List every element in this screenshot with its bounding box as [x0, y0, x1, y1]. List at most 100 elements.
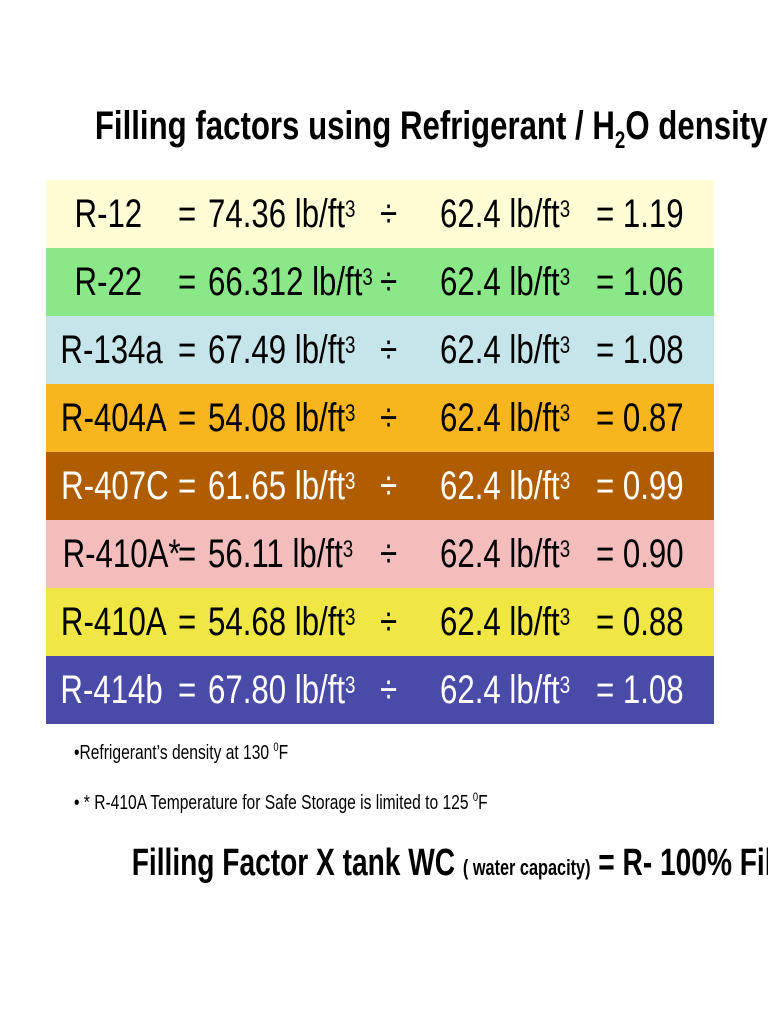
unit: lb/ft [509, 328, 560, 372]
density-value: 66.312 [208, 260, 304, 304]
note-unit: F [478, 792, 488, 814]
equals-sign: = [178, 396, 201, 440]
refrigerant-density: 67.49 lb/ft3 [208, 328, 397, 372]
unit: lb/ft [509, 532, 560, 576]
equals-text: = [178, 396, 197, 440]
water-density: 62.4 lb/ft3 [440, 328, 607, 372]
result-text: = 0.90 [596, 532, 684, 576]
unit-exponent: 3 [362, 264, 373, 291]
formula-small-text: ( water capacity) [462, 855, 591, 880]
divide-sign: ÷ [380, 328, 402, 372]
refrigerant-name-text: R-404A [60, 396, 167, 440]
unit: lb/ft [509, 260, 560, 304]
refrigerant-density: 74.36 lb/ft3 [208, 192, 397, 236]
refrigerant-name: R-410A* [46, 532, 181, 576]
divide-text: ÷ [380, 464, 398, 508]
divide-sign: ÷ [380, 668, 402, 712]
divide-sign: ÷ [380, 464, 402, 508]
unit: lb/ft [294, 328, 346, 372]
filling-factor-table: R-12 = 74.36 lb/ft3 ÷ 62.4 lb/ft3 = 1.19 R-22 =… [46, 180, 714, 724]
density-value: 54.08 [208, 396, 287, 440]
table-row: R-12 = 74.36 lb/ft3 ÷ 62.4 lb/ft3 = 1.19 [46, 180, 714, 248]
unit-exponent: 3 [559, 400, 571, 427]
water-density-value: 62.4 [440, 396, 501, 440]
water-density: 62.4 lb/ft3 [440, 260, 607, 304]
equals-text: = [178, 328, 197, 372]
equals-text: = [178, 600, 197, 644]
divide-text: ÷ [380, 668, 398, 712]
water-density-value: 62.4 [440, 668, 501, 712]
density-value: 54.68 [208, 600, 287, 644]
unit-exponent: 3 [559, 196, 571, 223]
filling-factor-result: = 0.87 [596, 396, 708, 440]
table-row: R-407C = 61.65 lb/ft3 ÷ 62.4 lb/ft3 = 0.99 [46, 452, 714, 520]
unit-exponent: 3 [559, 468, 571, 495]
table-row: R-414b = 67.80 lb/ft3 ÷ 62.4 lb/ft3 = 1.08 [46, 656, 714, 724]
result-text: = 0.87 [596, 396, 684, 440]
divide-text: ÷ [380, 260, 398, 304]
refrigerant-density: 54.68 lb/ft3 [208, 600, 397, 644]
title-subscript: 2 [614, 127, 626, 154]
unit-exponent: 3 [559, 604, 571, 631]
divide-text: ÷ [380, 532, 398, 576]
result-text: = 0.99 [596, 464, 684, 508]
water-density-value: 62.4 [440, 328, 501, 372]
refrigerant-density: 54.08 lb/ft3 [208, 396, 397, 440]
unit: lb/ft [509, 192, 560, 236]
unit-exponent: 3 [345, 672, 356, 699]
divide-sign: ÷ [380, 260, 402, 304]
equals-sign: = [178, 532, 201, 576]
refrigerant-name: R-407C [46, 464, 170, 508]
unit: lb/ft [312, 260, 363, 304]
equals-text: = [178, 260, 197, 304]
filling-factor-result: = 0.88 [596, 600, 708, 644]
filling-factor-result: = 1.08 [596, 328, 708, 372]
unit-exponent: 3 [345, 400, 356, 427]
refrigerant-density: 66.312 lb/ft3 [208, 260, 419, 304]
unit-exponent: 3 [345, 332, 356, 359]
density-value: 56.11 [208, 532, 284, 576]
filling-factor-result: = 1.19 [596, 192, 708, 236]
water-density: 62.4 lb/ft3 [440, 192, 607, 236]
refrigerant-name: R-414b [46, 668, 170, 712]
fill-weight-formula: Filling Factor X tank WC ( water capacit… [0, 842, 768, 885]
unit: lb/ft [294, 668, 346, 712]
water-density-value: 62.4 [440, 600, 501, 644]
refrigerant-name-text: R-410A* [62, 532, 181, 576]
divide-text: ÷ [380, 396, 398, 440]
note-density: •Refrigerant’s density at 130 0F [74, 740, 349, 765]
refrigerant-name: R-22 [46, 260, 170, 304]
unit: lb/ft [509, 396, 560, 440]
note-r410a-storage: • * R-410A Temperature for Safe Storage … [74, 790, 604, 815]
divide-sign: ÷ [380, 600, 402, 644]
equals-sign: = [178, 328, 201, 372]
density-value: 67.80 [208, 668, 287, 712]
unit: lb/ft [292, 532, 343, 576]
filling-factor-result: = 0.90 [596, 532, 708, 576]
table-row: R-22 = 66.312 lb/ft3 ÷ 62.4 lb/ft3 = 1.06 [46, 248, 714, 316]
note-text: •Refrigerant’s density at 130 [74, 742, 274, 764]
refrigerant-density: 67.80 lb/ft3 [208, 668, 397, 712]
refrigerant-name-text: R-12 [74, 192, 142, 236]
unit: lb/ft [294, 192, 346, 236]
unit-exponent: 3 [345, 604, 356, 631]
refrigerant-name: R-134a [46, 328, 170, 372]
filling-factor-result: = 0.99 [596, 464, 708, 508]
unit-exponent: 3 [559, 332, 571, 359]
water-density-value: 62.4 [440, 532, 501, 576]
unit-exponent: 3 [559, 536, 571, 563]
unit: lb/ft [509, 668, 560, 712]
water-density: 62.4 lb/ft3 [440, 464, 607, 508]
table-row: R-410A* = 56.11 lb/ft3 ÷ 62.4 lb/ft3 = 0.90 [46, 520, 714, 588]
formula-text-end: = R- 100% Fill Weight [598, 842, 768, 884]
divide-text: ÷ [380, 328, 398, 372]
result-text: = 1.08 [596, 328, 684, 372]
filling-factor-result: = 1.06 [596, 260, 708, 304]
result-text: = 0.88 [596, 600, 684, 644]
refrigerant-name-text: R-407C [61, 464, 169, 508]
divide-text: ÷ [380, 192, 398, 236]
result-text: = 1.19 [596, 192, 684, 236]
result-text: = 1.08 [596, 668, 684, 712]
equals-text: = [178, 464, 197, 508]
